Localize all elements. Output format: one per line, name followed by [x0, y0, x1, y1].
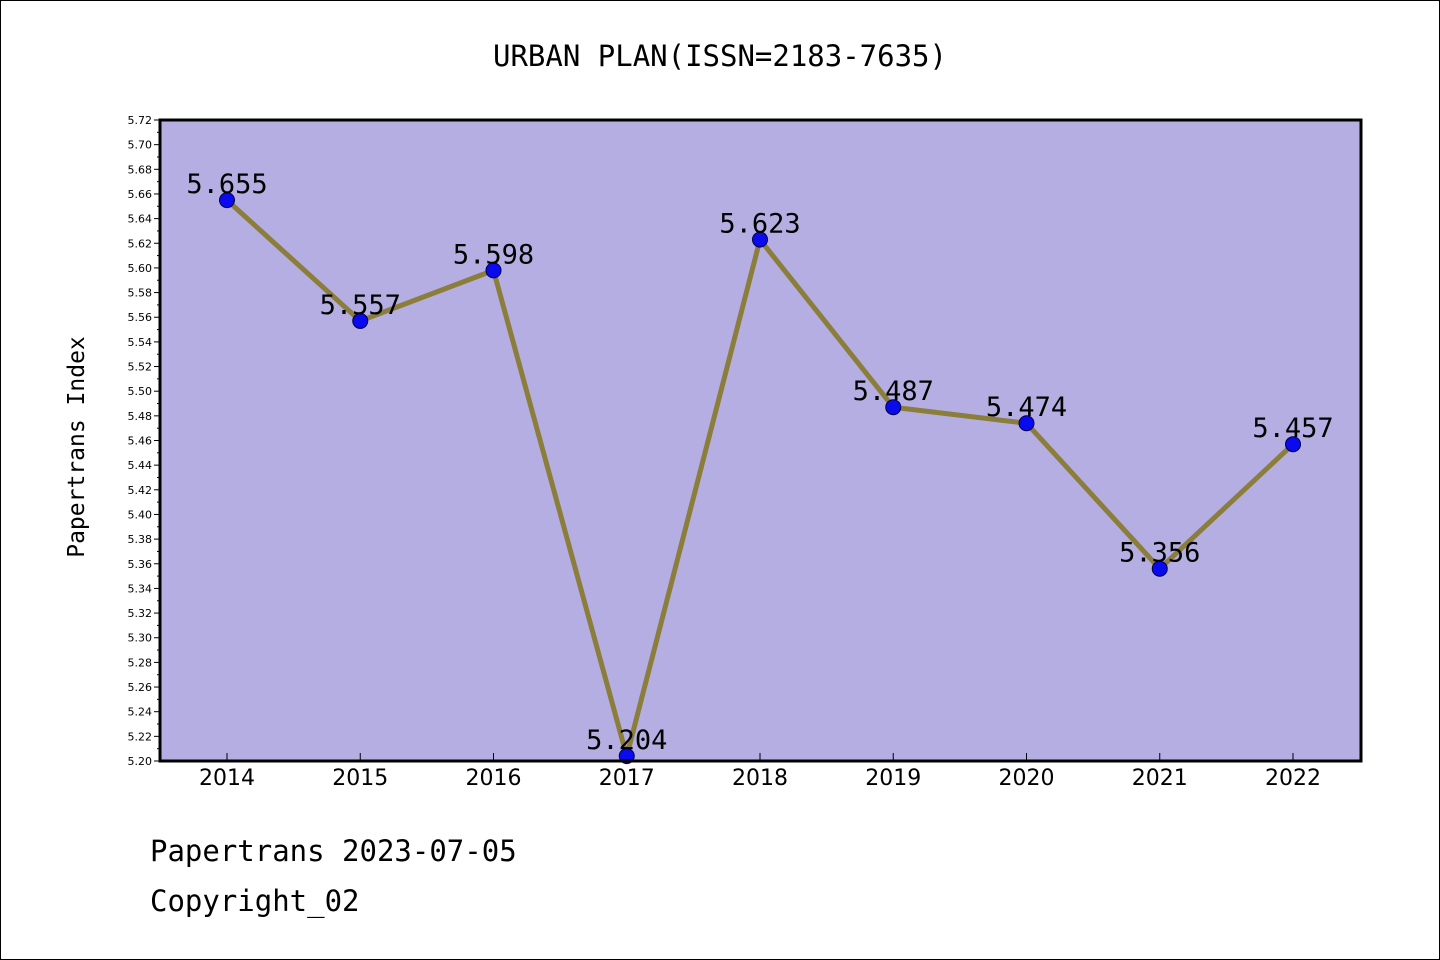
- footer-date: Papertrans 2023-07-05: [150, 834, 517, 868]
- y-tick-label: 5.72: [128, 114, 153, 127]
- data-point: [885, 399, 902, 416]
- data-label: 5.356: [1119, 538, 1200, 569]
- data-labels: 5.655 5.557 5.598 5.204 5.623 5.487 5.474 5.356…: [186, 169, 1333, 756]
- y-tick-label: 5.60: [128, 262, 153, 275]
- data-label: 5.204: [586, 725, 667, 756]
- y-tick-label: 5.32: [128, 607, 153, 620]
- y-tick-label: 5.28: [128, 656, 153, 669]
- data-label: 5.474: [986, 392, 1067, 423]
- plot-border: [158, 118, 1363, 763]
- y-tick-label: 5.20: [128, 755, 153, 768]
- y-tick-label: 5.38: [128, 533, 153, 546]
- y-tick-label: 5.50: [128, 385, 153, 398]
- x-tick-label: 2019: [865, 766, 921, 791]
- x-tick-label: 2022: [1265, 766, 1321, 791]
- data-point: [1151, 560, 1168, 577]
- y-tick-label: 5.66: [128, 188, 153, 201]
- data-point: [485, 262, 502, 279]
- plot-area: [160, 120, 1361, 761]
- x-tick-label: 2016: [466, 766, 522, 791]
- y-tick-label: 5.26: [128, 681, 153, 694]
- y-tick-label: 5.46: [128, 435, 153, 448]
- y-tick-label: 5.24: [128, 706, 153, 719]
- data-point: [352, 312, 369, 329]
- y-tick-label: 5.62: [128, 237, 153, 250]
- y-tick-label: 5.22: [128, 730, 153, 743]
- x-tick-label: 2015: [332, 766, 388, 791]
- footer-copyright: Copyright_02: [150, 884, 360, 918]
- data-point: [1018, 415, 1035, 432]
- y-tick-label: 5.34: [128, 582, 153, 595]
- y-tick-label: 5.44: [128, 459, 153, 472]
- x-tick-label: 2014: [199, 766, 255, 791]
- data-label: 5.457: [1252, 413, 1333, 444]
- data-points: [219, 192, 1301, 765]
- y-tick-label: 5.30: [128, 632, 153, 645]
- data-label: 5.487: [853, 376, 934, 407]
- data-point: [752, 231, 768, 248]
- data-point: [1285, 436, 1301, 453]
- data-point: [219, 192, 235, 209]
- x-tick-label: 2020: [999, 766, 1055, 791]
- y-tick-label: 5.40: [128, 508, 153, 521]
- x-axis-ticks: 2014 2015 2016 2017 2018 2019 2020 2021 2022: [199, 753, 1321, 791]
- y-tick-label: 5.54: [128, 336, 153, 349]
- y-tick-label: 5.52: [128, 361, 153, 374]
- data-label: 5.655: [186, 169, 267, 200]
- x-tick-label: 2017: [599, 766, 655, 791]
- y-tick-label: 5.58: [128, 287, 153, 300]
- y-tick-label: 5.64: [128, 213, 153, 226]
- y-tick-label: 5.48: [128, 410, 153, 423]
- chart-title: URBAN PLAN(ISSN=2183-7635): [493, 39, 947, 73]
- y-axis-ticks: 5.20 5.22 5.24 5.26 5.28 5.30 5.32 5.34 5.36 5.38…: [128, 114, 160, 768]
- x-tick-label: 2021: [1132, 766, 1188, 791]
- y-tick-label: 5.70: [128, 139, 153, 152]
- y-tick-label: 5.68: [128, 163, 153, 176]
- y-tick-label: 5.42: [128, 484, 153, 497]
- data-label: 5.623: [719, 209, 800, 240]
- y-tick-label: 5.56: [128, 311, 153, 324]
- y-axis-label: Papertrans Index: [64, 336, 90, 558]
- data-label: 5.598: [453, 239, 534, 270]
- x-tick-label: 2018: [732, 766, 788, 791]
- data-label: 5.557: [320, 290, 401, 321]
- y-tick-label: 5.36: [128, 558, 153, 571]
